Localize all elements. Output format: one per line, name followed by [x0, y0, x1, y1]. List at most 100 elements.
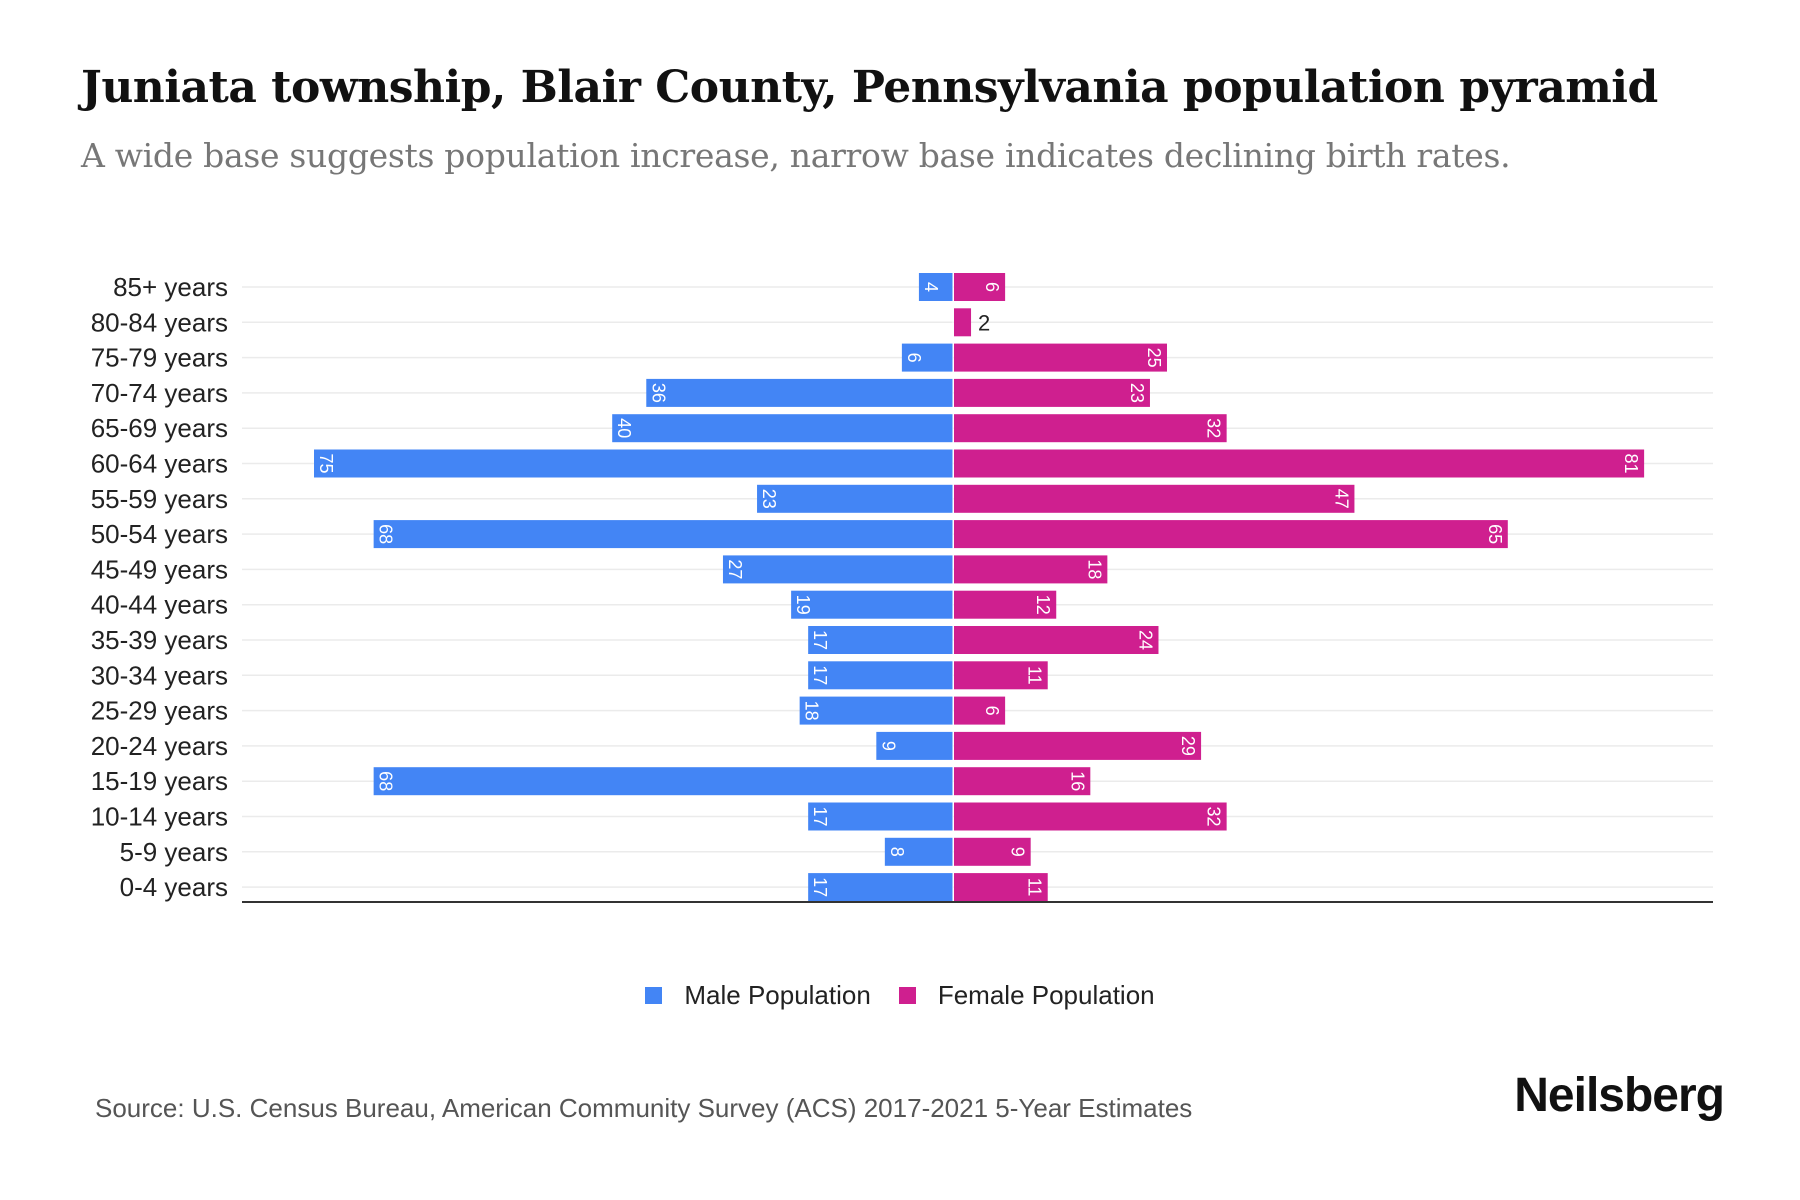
- legend-item-female[interactable]: Female Population: [898, 980, 1155, 1011]
- bar-male[interactable]: [373, 767, 953, 796]
- data-label-female: 29: [1178, 736, 1198, 756]
- data-label-male: 8: [887, 847, 907, 857]
- bar-female[interactable]: [954, 484, 1355, 513]
- brand-logo: Neilsberg: [1514, 1069, 1725, 1122]
- data-label-male: 17: [810, 630, 830, 650]
- bar-female[interactable]: [954, 873, 1048, 902]
- bar-female[interactable]: [954, 837, 1031, 866]
- bar-male[interactable]: [876, 731, 953, 760]
- bar-male[interactable]: [808, 626, 953, 654]
- category-label: 50-54 years: [91, 519, 228, 549]
- data-label-female: 47: [1331, 489, 1351, 509]
- category-label: 25-29 years: [91, 696, 228, 726]
- data-label-male: 23: [759, 489, 779, 509]
- legend-swatch-female: [898, 987, 916, 1004]
- legend-label-male: Male Population: [684, 980, 871, 1010]
- bars: [314, 273, 1645, 902]
- bar-male[interactable]: [612, 414, 953, 443]
- data-label-male: 17: [810, 665, 830, 685]
- bar-female[interactable]: [954, 731, 1202, 760]
- bar-male[interactable]: [722, 555, 953, 584]
- data-label-female: 2: [978, 310, 990, 335]
- chart-title: Juniata township, Blair County, Pennsylv…: [81, 62, 1658, 113]
- bar-male[interactable]: [799, 696, 953, 725]
- data-label-female: 23: [1127, 383, 1147, 403]
- category-label: 10-14 years: [91, 802, 228, 832]
- bar-female[interactable]: [954, 378, 1150, 407]
- bar-female[interactable]: [954, 520, 1508, 549]
- bar-female[interactable]: [954, 555, 1108, 584]
- source-note: Source: U.S. Census Bureau, American Com…: [95, 1093, 1193, 1123]
- category-label: 80-84 years: [91, 307, 228, 337]
- data-label-female: 25: [1144, 348, 1164, 368]
- data-label-male: 18: [802, 701, 822, 721]
- bar-male[interactable]: [884, 837, 953, 866]
- bar-male[interactable]: [808, 873, 953, 902]
- category-label: 40-44 years: [91, 590, 228, 620]
- data-label-female: 81: [1621, 453, 1641, 473]
- data-label-male: 17: [810, 877, 830, 897]
- data-label-male: 27: [725, 559, 745, 579]
- category-label: 35-39 years: [91, 625, 228, 655]
- bar-female[interactable]: [954, 626, 1159, 654]
- legend-swatch-male: [645, 987, 663, 1004]
- bar-male[interactable]: [314, 449, 953, 478]
- bar-male[interactable]: [808, 661, 953, 690]
- bar-male[interactable]: [808, 802, 953, 831]
- legend-label-female: Female Population: [937, 980, 1155, 1010]
- data-label-male: 68: [376, 524, 396, 544]
- data-label-male: 68: [376, 771, 396, 791]
- category-labels: 85+ years 80-84 years 75-79 years 70-74 yea…: [91, 272, 228, 902]
- data-label-female: 9: [1008, 847, 1028, 857]
- data-label-female: 18: [1084, 559, 1104, 579]
- bar-female[interactable]: [954, 590, 1057, 619]
- data-label-female: 16: [1067, 771, 1087, 791]
- data-label-male: 17: [810, 806, 830, 826]
- data-label-female: 12: [1033, 595, 1053, 615]
- category-label: 0-4 years: [120, 872, 228, 902]
- bar-female[interactable]: [954, 343, 1167, 372]
- category-label: 85+ years: [113, 272, 228, 302]
- bar-female[interactable]: [954, 661, 1048, 690]
- category-label: 65-69 years: [91, 413, 228, 443]
- data-label-female: 11: [1025, 666, 1045, 685]
- data-label-male: 40: [614, 418, 634, 438]
- data-label-male: 9: [878, 741, 898, 751]
- data-label-male: 4: [921, 282, 941, 292]
- gridlines: [242, 286, 1713, 888]
- legend: Male Population Female Population: [0, 980, 1800, 1011]
- data-label-female: 6: [982, 282, 1002, 292]
- bar-male[interactable]: [373, 520, 953, 549]
- bar-female[interactable]: [954, 308, 972, 337]
- data-label-female: 65: [1485, 524, 1505, 544]
- category-label: 70-74 years: [91, 378, 228, 408]
- bar-male[interactable]: [901, 343, 953, 372]
- data-label-female: 6: [982, 706, 1002, 716]
- bar-female[interactable]: [954, 449, 1645, 478]
- chart-subtitle: A wide base suggests population increase…: [81, 136, 1511, 175]
- data-label-female: 11: [1025, 878, 1045, 897]
- category-label: 20-24 years: [91, 731, 228, 761]
- bar-female[interactable]: [954, 414, 1227, 443]
- bar-female[interactable]: [954, 802, 1227, 831]
- data-label-female: 32: [1204, 418, 1224, 438]
- bar-male[interactable]: [646, 378, 953, 407]
- data-label-male: 19: [793, 595, 813, 615]
- bar-male[interactable]: [757, 484, 953, 513]
- bar-female[interactable]: [954, 273, 1006, 301]
- category-label: 45-49 years: [91, 554, 228, 584]
- bar-female[interactable]: [954, 696, 1006, 725]
- bar-male[interactable]: [791, 590, 953, 619]
- category-label: 55-59 years: [91, 484, 228, 514]
- category-label: 5-9 years: [120, 837, 228, 867]
- category-label: 75-79 years: [91, 343, 228, 373]
- data-label-female: 32: [1204, 806, 1224, 826]
- bar-male[interactable]: [918, 273, 953, 301]
- data-label-male: 36: [648, 383, 668, 403]
- data-label-male: 75: [316, 453, 336, 473]
- bar-female[interactable]: [954, 767, 1091, 796]
- legend-item-male[interactable]: Male Population: [645, 980, 871, 1011]
- category-label: 15-19 years: [91, 766, 228, 796]
